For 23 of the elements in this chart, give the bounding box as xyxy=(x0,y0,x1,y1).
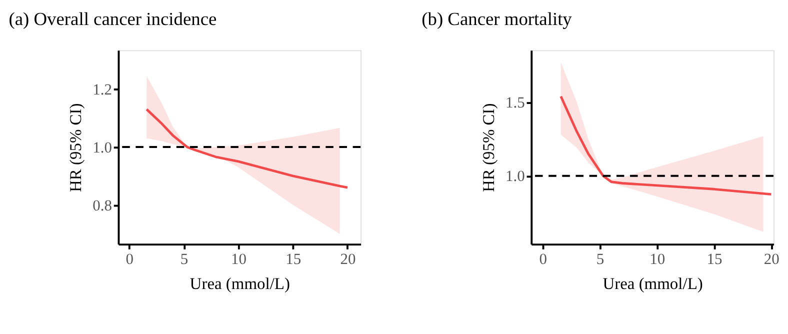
x-tick-label: 10 xyxy=(650,250,666,268)
x-tick-label: 15 xyxy=(706,250,723,268)
line-series xyxy=(560,95,772,196)
x-axis-title: Urea (mmol/L) xyxy=(190,274,290,294)
x-tick-label: 5 xyxy=(180,250,188,268)
line-series xyxy=(145,108,349,189)
y-axis-title: HR (95% CI) xyxy=(66,103,85,192)
chart-title: (a) Overall cancer incidence xyxy=(8,9,217,29)
y-axis-title: HR (95% CI) xyxy=(478,103,498,192)
x-tick-label: 20 xyxy=(764,250,780,268)
x-tick-label: 5 xyxy=(596,250,604,268)
y-tick-label: 1.0 xyxy=(505,168,526,186)
y-tick-label: 1.0 xyxy=(92,139,112,156)
chart-title: (b) Cancer mortality xyxy=(422,9,573,29)
x-axis-title: Urea (mmol/L) xyxy=(602,274,703,294)
y-tick-label: 1.5 xyxy=(505,94,526,112)
x-tick-label: 0 xyxy=(126,250,134,268)
y-tick-label: 1.2 xyxy=(92,81,112,98)
x-tick-label: 10 xyxy=(231,250,247,268)
x-tick-label: 0 xyxy=(539,250,548,268)
x-tick-label: 15 xyxy=(286,250,302,268)
y-tick-label: 0.8 xyxy=(92,197,112,214)
x-tick-label: 20 xyxy=(340,250,356,268)
